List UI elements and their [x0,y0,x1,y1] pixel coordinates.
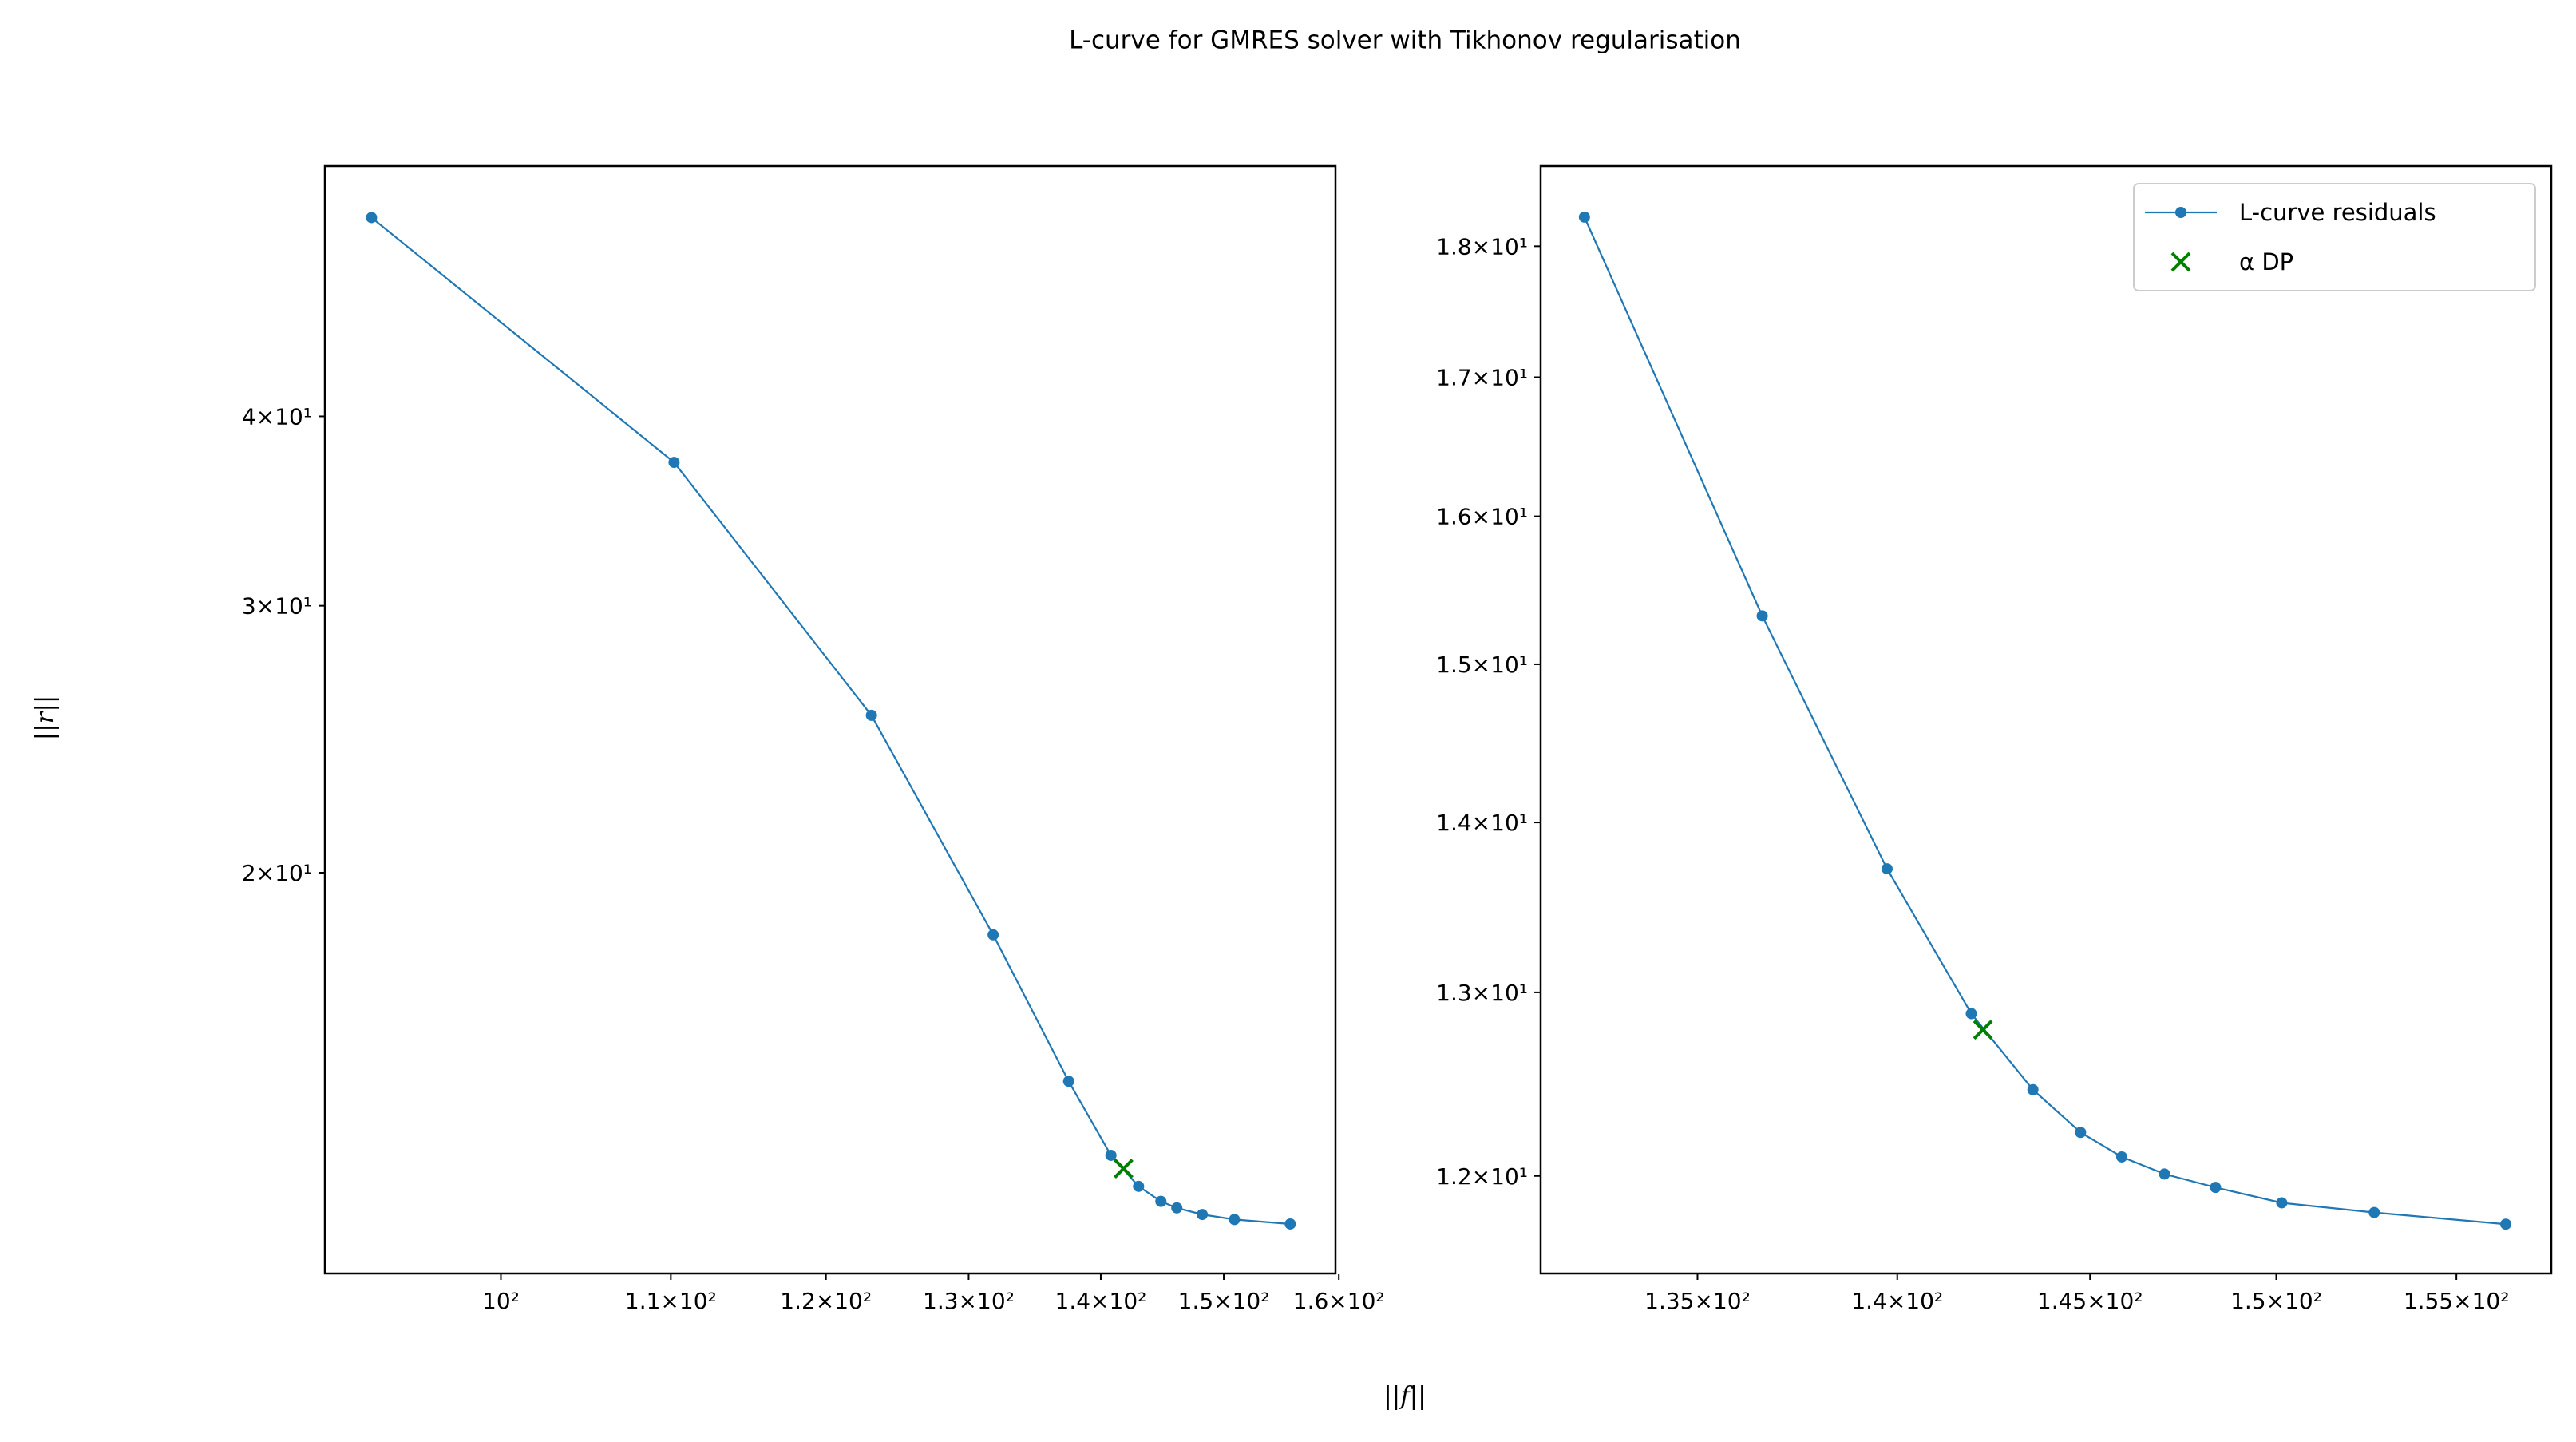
point [2210,1182,2222,1194]
subplot: 10² 1.1×10² 1.2×10² 1.3×10² 1.4×10² 1.5×10² 1.… [242,164,1385,1314]
x-tick-label: 1.1×10² [625,1288,717,1314]
x-stroke [1114,1159,1134,1179]
point [2075,1127,2087,1139]
y-tick-label: 4×10¹ [242,403,312,430]
y-axis-label: ||r|| [31,695,60,741]
axes-frame [1539,164,2553,1275]
series-line [370,216,1291,1226]
point [2368,1206,2380,1218]
legend-swatch [2145,207,2217,218]
x-stroke [2170,252,2191,272]
point [1284,1218,1296,1230]
x-tick-label: 1.3×10² [923,1288,1015,1314]
point [1965,1008,1977,1020]
series-line [1583,216,2507,1226]
point [1133,1180,1145,1192]
point [1229,1214,1241,1226]
x-tick-label: 1.2×10² [780,1288,872,1314]
y-tick-label: 1.6×10¹ [1436,504,1528,530]
x-tick-label: 1.55×10² [2404,1288,2510,1314]
x-tick-label: 1.4×10² [1851,1288,1943,1314]
point [987,929,999,941]
point [1062,1076,1074,1087]
point [668,457,680,469]
point [2159,1168,2170,1180]
x-marker [2170,252,2191,272]
y-tick-label: 3×10¹ [242,593,312,620]
x-tick-label: 1.4×10² [1055,1288,1147,1314]
point [1155,1195,1167,1207]
x-tick-label: 1.5×10² [1178,1288,1270,1314]
y-tick-label: 1.4×10¹ [1436,810,1528,836]
point [865,709,877,721]
x-axis-label: ||f|| [1383,1382,1426,1411]
point [1105,1149,1117,1161]
y-tick-label: 1.7×10¹ [1436,364,1528,390]
subplot: 1.35×10² 1.4×10² 1.45×10² 1.5×10² 1.55×10² 1.… [1436,164,2553,1314]
point [366,212,378,224]
x-marker [1114,1159,1134,1179]
point [1171,1202,1183,1214]
point [1881,863,1893,875]
legend: L-curve residuals α DP [2133,183,2536,291]
x-tick-label: 1.45×10² [2037,1288,2143,1314]
legend-label: L-curve residuals [2239,199,2436,226]
x-tick-label: 1.35×10² [1644,1288,1751,1314]
point [2276,1197,2288,1209]
point [1197,1209,1209,1221]
x-tick-label: 1.6×10² [1293,1288,1385,1314]
point [2027,1083,2039,1095]
x-tick-label: 10² [482,1288,520,1314]
y-tick-label: 1.5×10¹ [1436,652,1528,678]
x-stroke [1973,1020,1993,1040]
y-tick-label: 1.2×10¹ [1436,1163,1528,1190]
point [1756,610,1768,622]
x-tick-label: 1.5×10² [2230,1288,2322,1314]
figure-title: L-curve for GMRES solver with Tikhonov r… [1069,26,1741,55]
point [1578,211,1590,223]
y-tick-label: 2×10¹ [242,860,312,886]
y-tick-label: 1.3×10¹ [1436,980,1528,1006]
point [2175,207,2186,218]
y-tick-label: 1.8×10¹ [1436,233,1528,259]
axes-frame [323,164,1337,1275]
x-marker [1973,1020,1993,1040]
legend-box [2133,183,2536,291]
legend-swatch [2170,252,2191,272]
legend-label: α DP [2239,248,2293,275]
point [2115,1151,2127,1163]
point [2500,1218,2512,1230]
